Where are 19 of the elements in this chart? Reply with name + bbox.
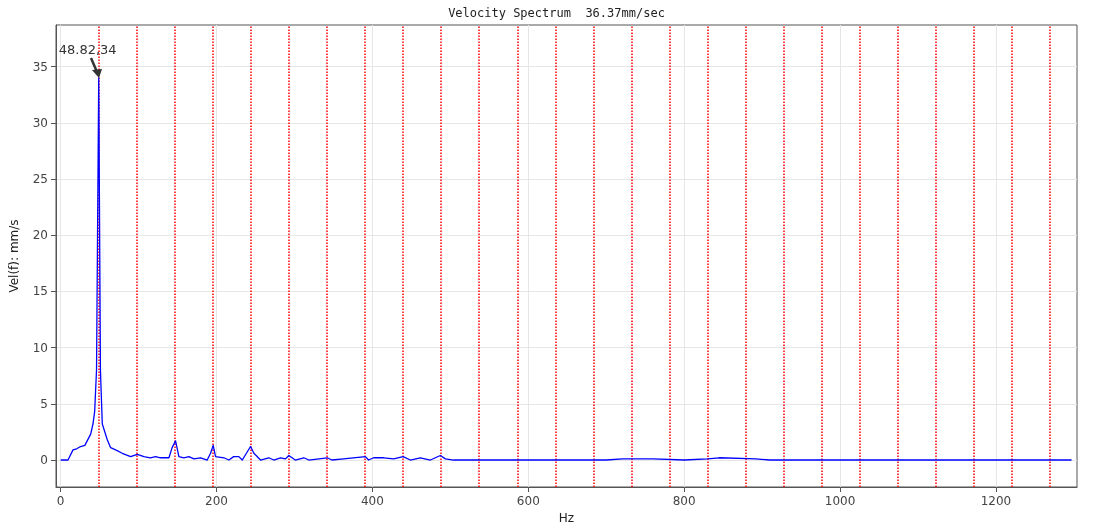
y-tick-label: 5 <box>40 396 48 411</box>
y-tick-label: 10 <box>32 340 48 355</box>
y-tick-label: 35 <box>32 59 48 74</box>
x-tick-label: 0 <box>56 494 65 508</box>
chart-title: Velocity Spectrum 36.37mm/sec <box>448 6 665 20</box>
x-tick-label: 1000 <box>824 494 856 508</box>
x-tick-label: 400 <box>360 494 384 508</box>
y-axis-title: Vel(f): mm/s <box>7 219 21 293</box>
y-tick-label: 20 <box>32 228 48 243</box>
y-tick-label: 0 <box>40 453 48 468</box>
x-tick-label: 200 <box>205 494 229 508</box>
annotation: 48.82,34 <box>58 41 117 57</box>
y-tick-label: 30 <box>32 115 48 130</box>
x-tick-label: 800 <box>672 494 696 508</box>
x-axis-title: Hz <box>558 510 575 525</box>
x-tick-label: 600 <box>516 494 540 508</box>
y-tick-label: 15 <box>32 284 48 299</box>
y-tick-label: 25 <box>32 172 48 186</box>
x-tick-label: 1200 <box>980 494 1012 508</box>
